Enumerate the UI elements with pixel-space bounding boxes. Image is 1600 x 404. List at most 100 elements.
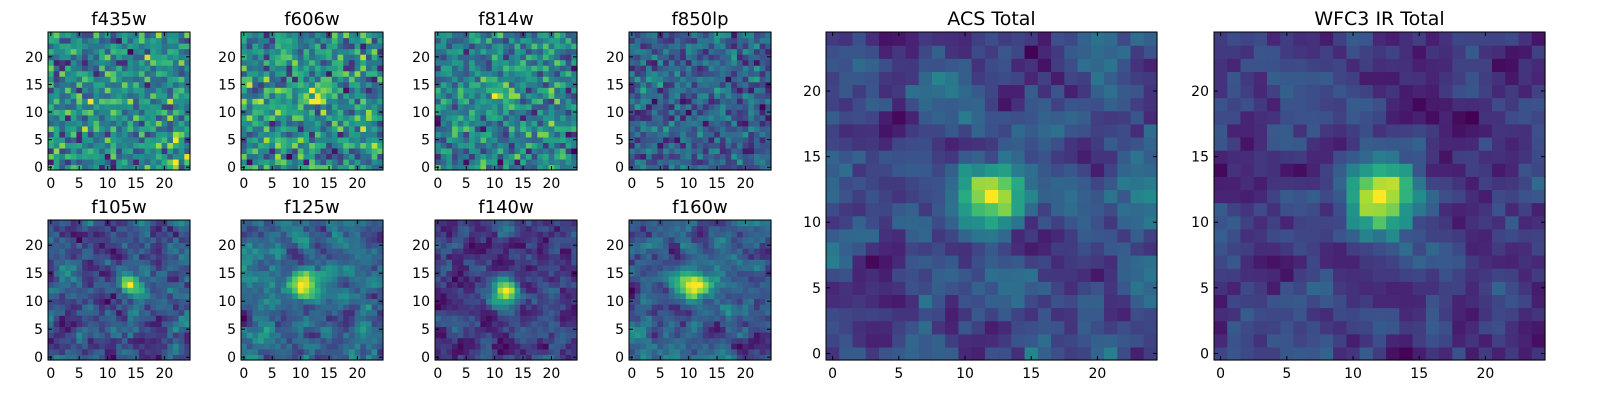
heatmap-cell [315,38,321,44]
heatmap-cell [366,349,372,355]
heatmap-cell [110,259,116,265]
heatmap-cell [110,276,116,282]
heatmap-cell [486,259,492,265]
heatmap-cell [509,120,515,126]
heatmap-cell [726,287,732,293]
heatmap-cell [720,109,726,115]
heatmap-cell [99,104,105,110]
heatmap-cell [475,242,481,248]
heatmap-cell [355,270,361,276]
heatmap-cell [162,338,168,344]
heatmap-cell [452,298,458,304]
heatmap-cell [372,259,378,265]
heatmap-cell [463,237,469,243]
y-tick-label: 10 [25,105,43,121]
heatmap-cell [281,349,287,355]
heatmap-cell [286,304,292,310]
heatmap-cell [458,87,464,93]
heatmap-cell [82,71,88,77]
heatmap-cell [355,304,361,310]
heatmap-cell [355,38,361,44]
heatmap-cell [286,349,292,355]
heatmap-cell [731,71,737,77]
heatmap-cell [54,104,60,110]
heatmap-cell [537,137,543,143]
heatmap-cell [150,259,156,265]
heatmap-cell [54,270,60,276]
heatmap-cell [269,137,275,143]
heatmap-cell [543,71,549,77]
heatmap-cell [360,270,366,276]
heatmap-cell [748,131,754,137]
heatmap-cell [349,310,355,316]
heatmap-cell [526,98,532,104]
heatmap-cell [754,159,760,165]
heatmap-cell [122,254,128,260]
heatmap-cell [680,43,686,49]
heatmap-cell [486,326,492,332]
heatmap-cell [726,326,732,332]
heatmap-cell [360,137,366,143]
heatmap-cell [703,276,709,282]
heatmap-cell [71,126,77,132]
heatmap-cell [321,54,327,60]
heatmap-cell [554,315,560,321]
heatmap-cell [492,137,498,143]
heatmap-cell [286,293,292,299]
heatmap-cell [515,237,521,243]
heatmap-cell [743,153,749,159]
heatmap-cell [760,321,766,327]
heatmap-cell [167,76,173,82]
heatmap-cell [128,115,134,121]
heatmap-cell [269,242,275,248]
heatmap-cell [349,60,355,66]
heatmap-cell [452,159,458,165]
heatmap-cell [480,265,486,271]
heatmap-cell [560,338,566,344]
heatmap-cell [82,270,88,276]
heatmap-cell [657,332,663,338]
heatmap-cell [446,332,452,338]
heatmap-cell [128,226,134,232]
y-tick-label: 0 [615,160,624,176]
heatmap-cell [475,82,481,88]
heatmap-cell [360,49,366,55]
heatmap-cell [145,326,151,332]
heatmap-cell [754,65,760,71]
heatmap-cell [281,265,287,271]
heatmap-cell [475,148,481,154]
heatmap-cell [116,159,122,165]
heatmap-cell [680,159,686,165]
heatmap-cell [674,298,680,304]
heatmap-cell [458,120,464,126]
heatmap-cell [269,159,275,165]
heatmap-cell [731,98,737,104]
heatmap-cell [635,142,641,148]
heatmap-cell [326,248,332,254]
heatmap-cell [343,287,349,293]
heatmap-cell [703,148,709,154]
heatmap-cell [754,304,760,310]
heatmap-cell [275,43,281,49]
heatmap-cell [59,226,65,232]
heatmap-cell [110,220,116,226]
heatmap-cell [560,38,566,44]
heatmap-cell [173,104,179,110]
heatmap-cell [59,326,65,332]
heatmap-cell [93,71,99,77]
heatmap-cell [480,60,486,66]
heatmap-cell [640,131,646,137]
heatmap-cell [372,49,378,55]
heatmap-cell [241,159,247,165]
heatmap-cell [446,137,452,143]
heatmap-cell [48,315,54,321]
heatmap-cell [99,220,105,226]
heatmap-cell [680,137,686,143]
heatmap-cell [526,71,532,77]
heatmap-cell [697,159,703,165]
heatmap-cell [133,326,139,332]
heatmap-cell [258,120,264,126]
heatmap-cell [549,248,555,254]
heatmap-cell [179,259,185,265]
heatmap-cell [145,60,151,66]
